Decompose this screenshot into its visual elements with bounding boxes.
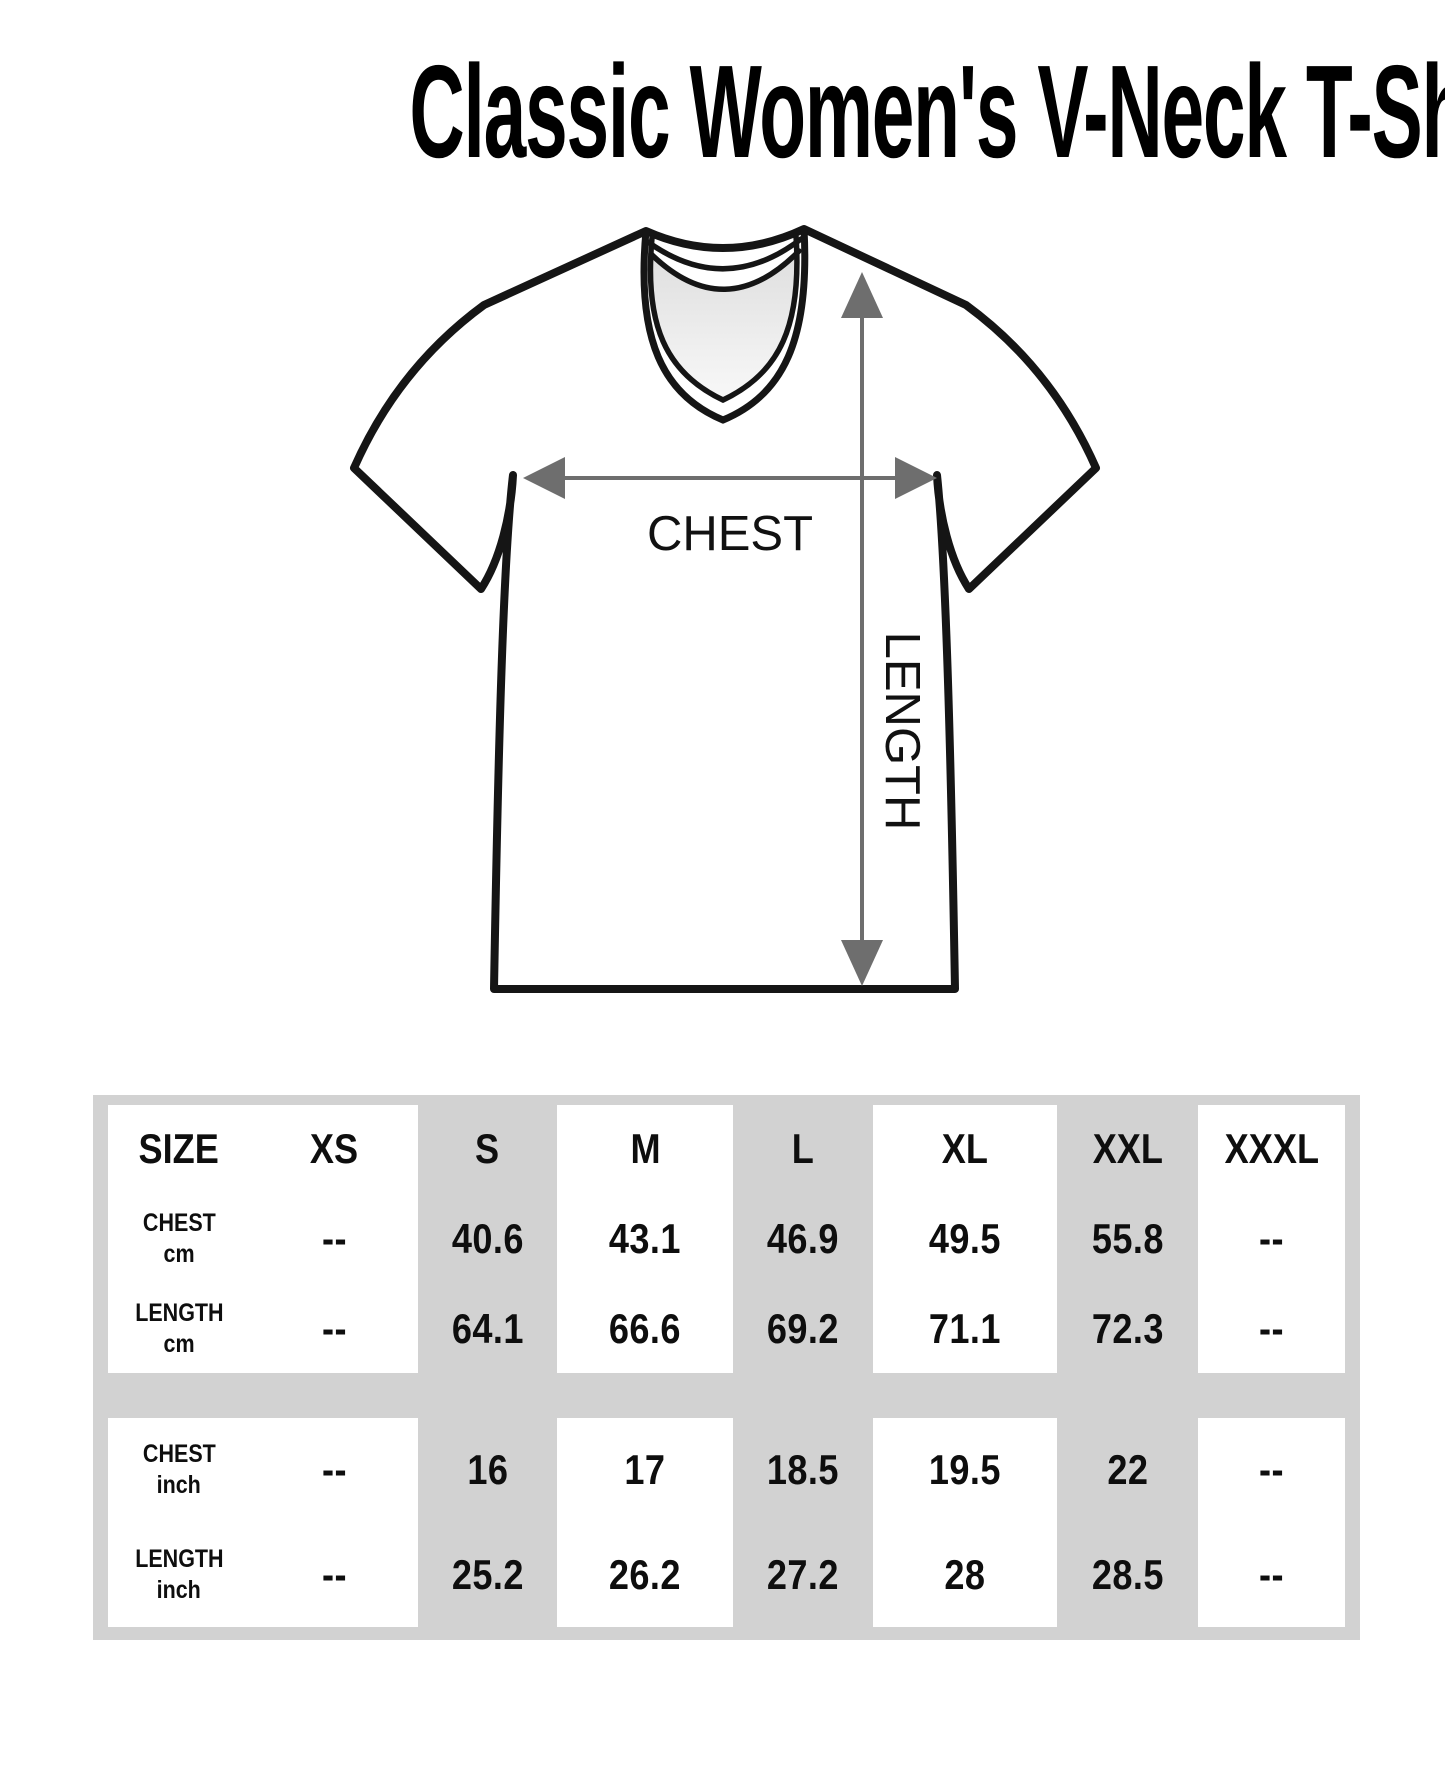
row-label-length-inch: LENGTH inch bbox=[108, 1522, 250, 1627]
length-inch-xxl: 28.5 bbox=[1091, 1550, 1164, 1598]
page-title: Classic Women's V-Neck T-Shirt bbox=[409, 38, 1445, 185]
length-cm-l: 69.2 bbox=[766, 1305, 840, 1352]
length-arrow bbox=[841, 272, 883, 986]
chest-cm-l: 46.9 bbox=[766, 1215, 840, 1262]
header-s: S bbox=[475, 1125, 500, 1172]
chest-cm-xxl: 55.8 bbox=[1091, 1215, 1164, 1262]
chest-cm-xl: 49.5 bbox=[873, 1193, 1057, 1285]
length-inch-m: 26.2 bbox=[557, 1522, 733, 1627]
table-section-separator bbox=[108, 1373, 1345, 1418]
size-table: SIZE XS S M L XL XXL XXXL CHEST cm -- 40… bbox=[93, 1095, 1360, 1640]
length-cm-m: 66.6 bbox=[557, 1285, 733, 1373]
length-inch-xs: -- bbox=[250, 1522, 418, 1627]
collar-rib-line bbox=[648, 248, 802, 292]
chest-inch-xxl: 22 bbox=[1106, 1446, 1149, 1493]
length-inch-xl: 28 bbox=[873, 1522, 1057, 1627]
chest-inch-m: 17 bbox=[557, 1418, 733, 1522]
row-label-chest-inch: CHEST inch bbox=[108, 1418, 250, 1522]
chest-inch-xl: 19.5 bbox=[873, 1418, 1057, 1522]
header-size: SIZE bbox=[108, 1105, 250, 1193]
collar-rib-line bbox=[645, 236, 804, 272]
length-cm-s: 64.1 bbox=[451, 1305, 524, 1352]
length-inch-xxxl: -- bbox=[1198, 1522, 1345, 1627]
chest-arrow bbox=[523, 457, 937, 499]
chest-inch-xs: -- bbox=[250, 1418, 418, 1522]
row-label-chest-cm: CHEST cm bbox=[108, 1193, 250, 1285]
chest-cm-s: 40.6 bbox=[451, 1215, 524, 1262]
length-cm-xxxl: -- bbox=[1198, 1285, 1345, 1373]
chest-arrowhead-right-icon bbox=[895, 457, 937, 499]
chest-cm-xxxl: -- bbox=[1198, 1193, 1345, 1285]
size-table-grid: SIZE XS S M L XL XXL XXXL CHEST cm -- 40… bbox=[108, 1105, 1345, 1627]
collar-band-outer-edge bbox=[640, 225, 809, 424]
header-xl: XL bbox=[873, 1105, 1057, 1193]
chest-inch-xxxl: -- bbox=[1198, 1418, 1345, 1522]
header-m: M bbox=[557, 1105, 733, 1193]
tshirt-outline bbox=[350, 225, 1100, 993]
tshirt-diagram: CHEST LENGTH bbox=[350, 225, 1100, 993]
chest-cm-xs: -- bbox=[250, 1193, 418, 1285]
neck-shading bbox=[650, 251, 800, 400]
length-cm-xl: 71.1 bbox=[873, 1285, 1057, 1373]
length-arrowhead-top-icon bbox=[841, 272, 883, 318]
length-inch-s: 25.2 bbox=[451, 1550, 524, 1598]
header-xxxl: XXXL bbox=[1198, 1105, 1345, 1193]
chest-dimension-label: CHEST bbox=[647, 507, 813, 561]
page-title-row: Classic Women's V-Neck T-Shirt bbox=[0, 38, 1445, 186]
chest-inch-s: 16 bbox=[466, 1446, 509, 1493]
collar-band-inner-edge bbox=[647, 233, 800, 404]
length-dimension-label: LENGTH bbox=[875, 632, 929, 831]
chest-arrowhead-left-icon bbox=[523, 457, 565, 499]
chest-inch-l: 18.5 bbox=[766, 1446, 840, 1493]
header-l: L bbox=[791, 1125, 815, 1172]
chest-cm-m: 43.1 bbox=[557, 1193, 733, 1285]
header-xs: XS bbox=[250, 1105, 418, 1193]
row-label-length-cm: LENGTH cm bbox=[108, 1285, 250, 1373]
length-cm-xs: -- bbox=[250, 1285, 418, 1373]
length-arrowhead-bottom-icon bbox=[841, 940, 883, 986]
length-inch-l: 27.2 bbox=[766, 1550, 840, 1598]
header-xxl: XXL bbox=[1092, 1125, 1163, 1172]
length-cm-xxl: 72.3 bbox=[1091, 1305, 1164, 1352]
